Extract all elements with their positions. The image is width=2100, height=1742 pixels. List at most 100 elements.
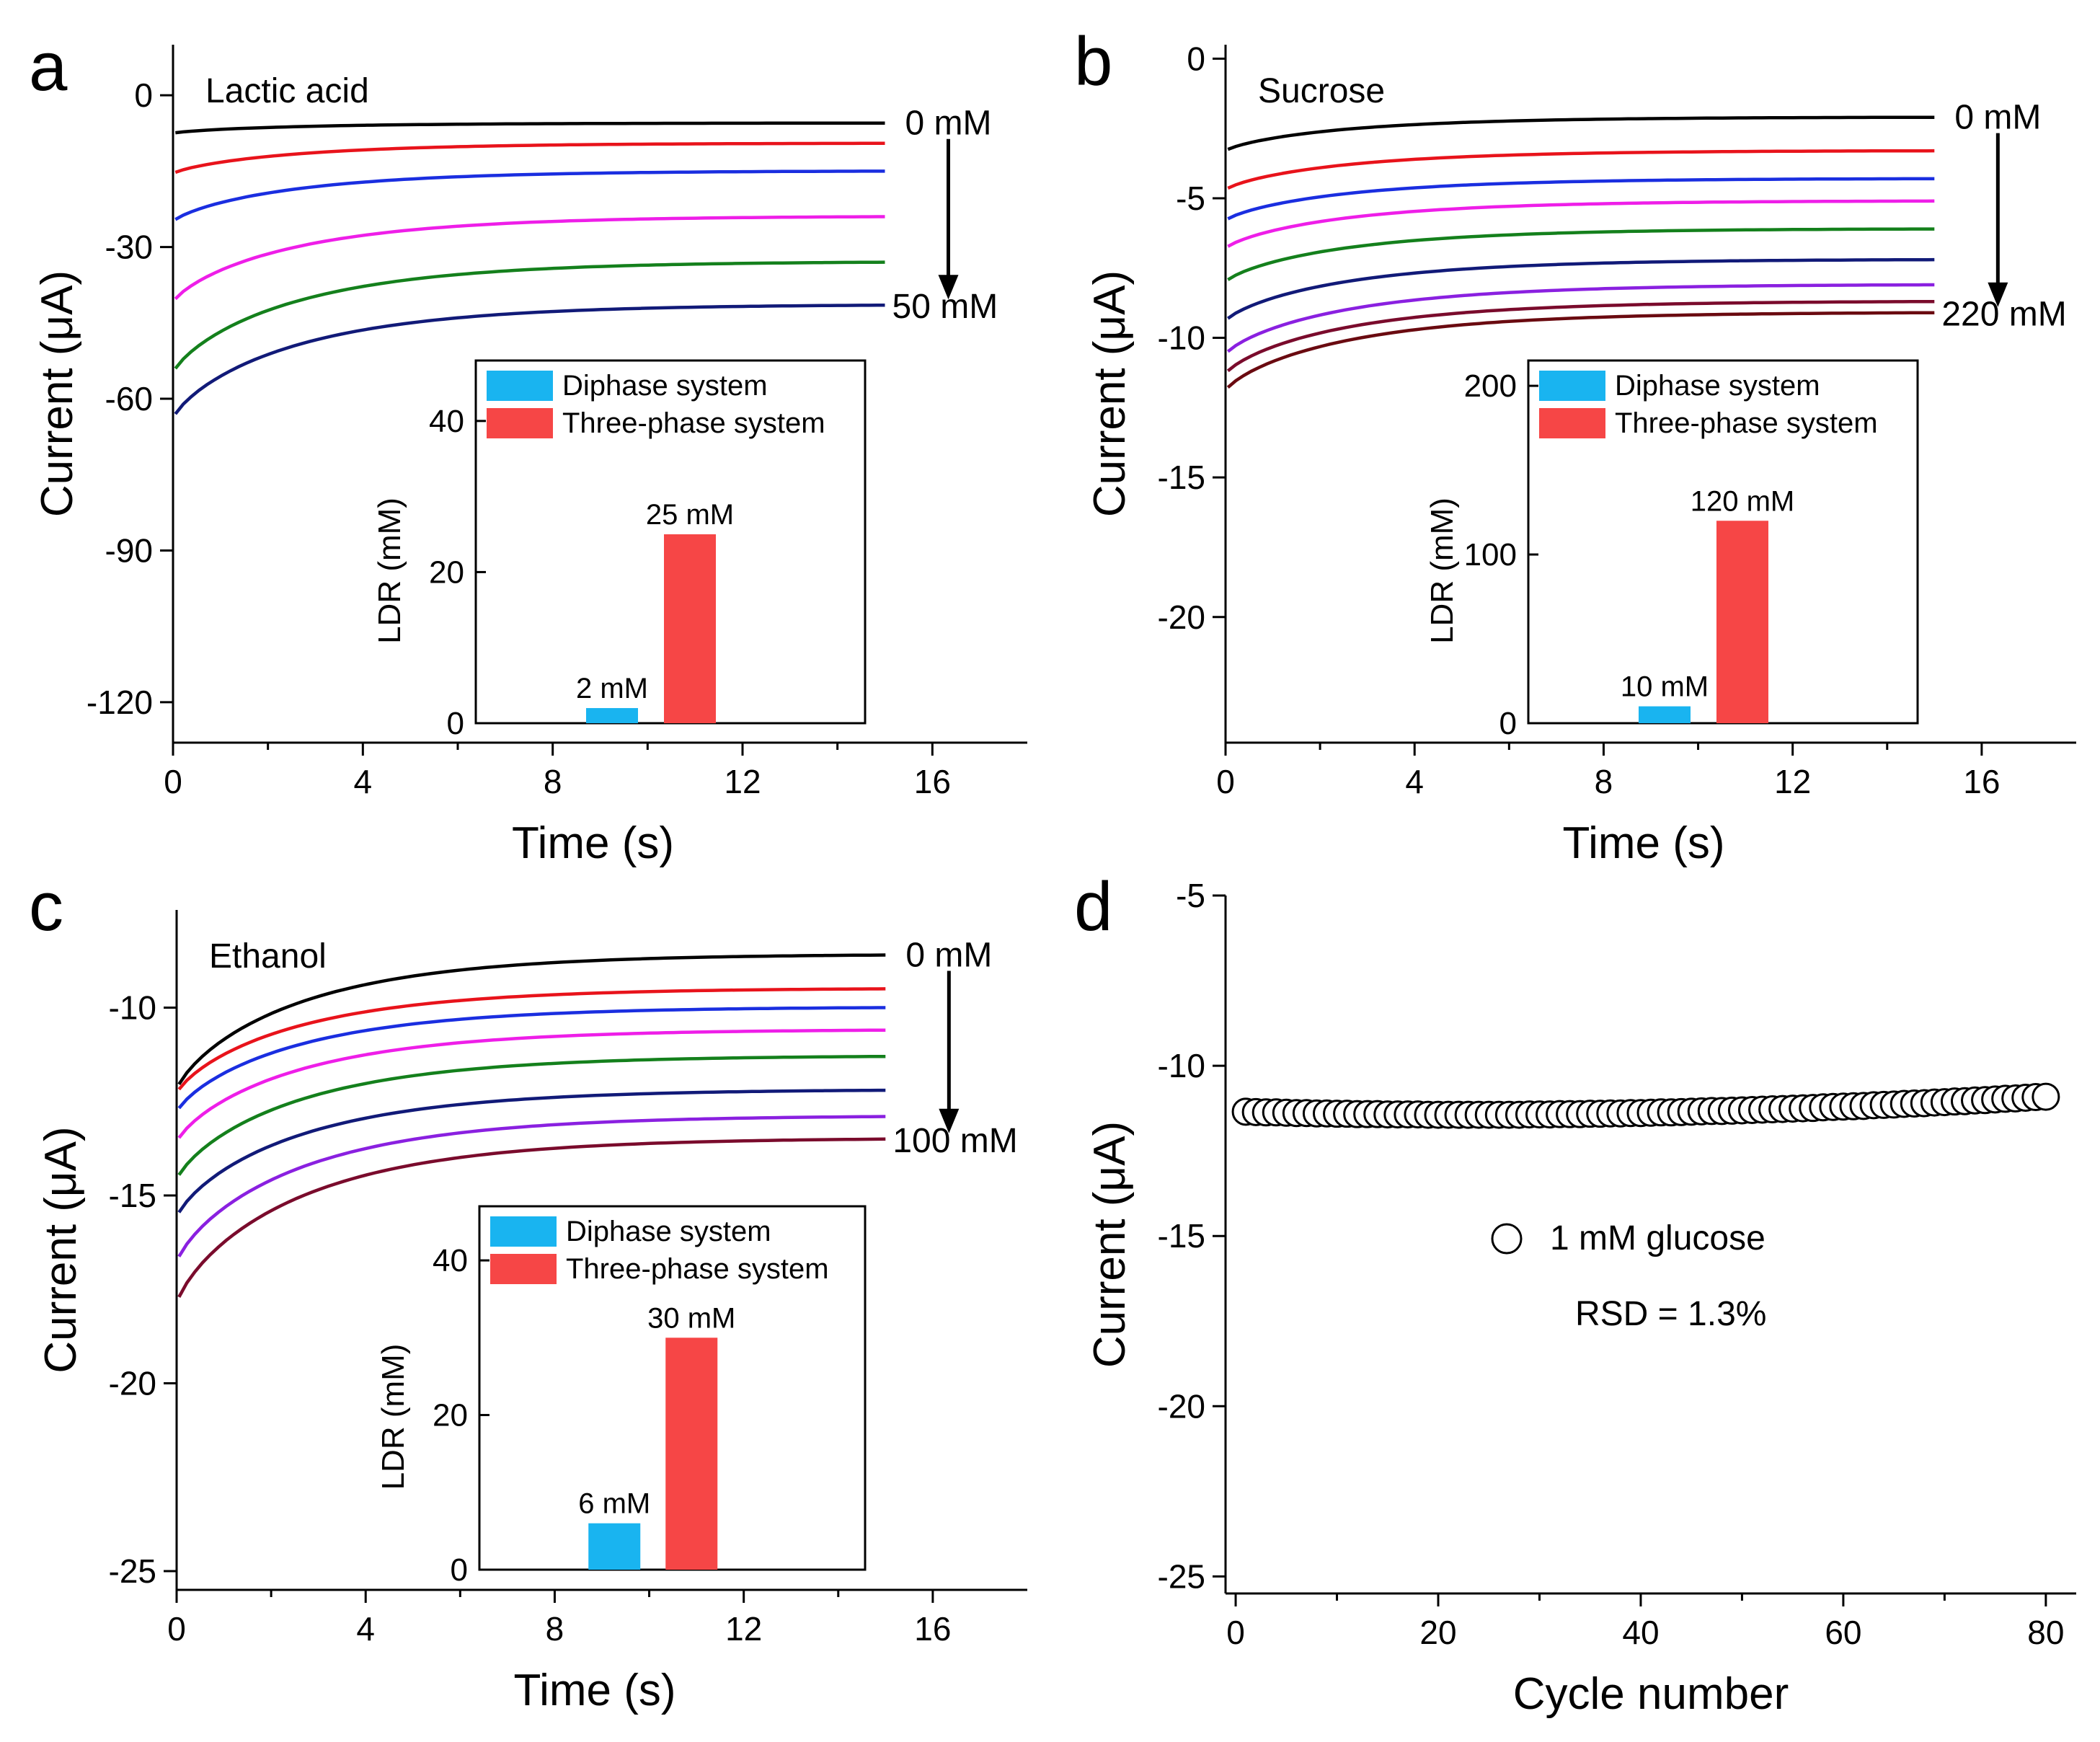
inset-y-tick-label-a: 0 — [447, 706, 464, 741]
x-tick-label-c: 8 — [546, 1610, 564, 1648]
series-line-b — [1227, 149, 1935, 190]
legend-label-d: 1 mM glucose — [1550, 1219, 1765, 1257]
x-tick-label-c: 0 — [167, 1610, 186, 1648]
y-tick-label-c: -20 — [109, 1364, 156, 1402]
panel-letter-a: a — [29, 28, 68, 105]
x-axis-title-b: Time (s) — [1563, 818, 1725, 868]
panel-a: a 0 4 8 12 16 0 -30 -60 -90 -120 Time (s) Current (… — [29, 28, 1027, 868]
x-tick-label-a: 16 — [914, 763, 951, 800]
x-tick-label-d: 80 — [2027, 1614, 2064, 1651]
arrow-start-label-b: 0 mM — [1954, 99, 2041, 137]
arrow-start-label-c: 0 mM — [905, 937, 992, 975]
inset-bar-label-a: 2 mM — [576, 673, 648, 704]
x-tick-label-c: 16 — [914, 1610, 951, 1648]
series-line-a — [174, 215, 885, 301]
x-tick-label-d: 40 — [1622, 1614, 1659, 1651]
y-axis-title-a: Current (μA) — [32, 270, 82, 517]
x-tick-label-c: 4 — [356, 1610, 375, 1648]
x-tick-label-a: 0 — [164, 763, 182, 800]
arrow-head-b — [1988, 282, 2008, 307]
y-tick-label-d: -5 — [1176, 877, 1205, 914]
panel-c: c 0 4 8 12 16 -10 -15 -20 -25 Time (s) Current (μA… — [29, 868, 1027, 1715]
inset-bar-label-a: 25 mM — [646, 499, 734, 531]
x-tick-label-b: 8 — [1595, 763, 1613, 800]
y-tick-label-c: -10 — [109, 989, 156, 1026]
inset-legend-swatch-c — [490, 1216, 557, 1247]
arrow-start-label-a: 0 mM — [905, 105, 992, 143]
series-line-b — [1227, 199, 1935, 248]
x-axis-title-a: Time (s) — [512, 818, 674, 868]
inset-bar-c — [588, 1523, 641, 1570]
inset-y-tick-label-c: 40 — [433, 1243, 468, 1278]
inset-legend-swatch-b — [1539, 371, 1605, 401]
series-line-c — [177, 1054, 886, 1176]
series-line-a — [175, 121, 885, 135]
x-tick-label-a: 12 — [724, 763, 761, 800]
inset-legend-label-c: Diphase system — [566, 1216, 771, 1247]
y-tick-label-b: -20 — [1158, 598, 1205, 636]
inset-y-tick-label-a: 40 — [429, 404, 464, 439]
arrow-end-label-c: 100 mM — [892, 1122, 1017, 1160]
y-tick-label-d: -25 — [1158, 1557, 1205, 1595]
panel-letter-c: c — [29, 868, 63, 945]
series-line-b — [1227, 115, 1935, 151]
series-line-b — [1226, 311, 1935, 389]
inset-legend-swatch-c — [490, 1254, 557, 1284]
series-line-b — [1226, 299, 1935, 373]
y-tick-label-a: 0 — [134, 76, 153, 114]
y-axis-title-b: Current (μA) — [1085, 270, 1135, 517]
chart-annotation-d: RSD = 1.3% — [1575, 1295, 1766, 1333]
inset-y-axis-title-c: LDR (mM) — [376, 1344, 411, 1490]
x-tick-label-b: 12 — [1774, 763, 1811, 800]
y-tick-label-a: -30 — [105, 229, 153, 266]
series-line-a — [174, 141, 885, 174]
x-tick-label-a: 8 — [544, 763, 562, 800]
arrow-head-c — [939, 1108, 960, 1133]
inset-y-tick-label-c: 0 — [451, 1552, 468, 1588]
y-axis-title-d: Current (μA) — [1085, 1121, 1135, 1368]
series-line-b — [1227, 227, 1935, 281]
inset-legend-label-c: Three-phase system — [566, 1253, 829, 1285]
series-line-c — [177, 1006, 886, 1110]
inset-legend-label-b: Three-phase system — [1615, 407, 1878, 439]
x-tick-label-b: 16 — [1963, 763, 2000, 800]
series-line-b — [1227, 257, 1935, 320]
inset-bar-label-b: 120 mM — [1691, 485, 1795, 517]
y-tick-label-b: -15 — [1158, 459, 1205, 496]
data-point-d — [2032, 1082, 2060, 1111]
inset-legend-label-a: Three-phase system — [562, 407, 825, 439]
chart-annotation-c: Ethanol — [209, 937, 327, 976]
series-line-c — [177, 1115, 886, 1257]
chart-annotation-a: Lactic acid — [205, 72, 369, 110]
x-axis-title-d: Cycle number — [1513, 1669, 1789, 1719]
y-tick-label-b: -5 — [1176, 180, 1205, 217]
panel-letter-b: b — [1074, 23, 1112, 100]
x-tick-label-a: 4 — [354, 763, 373, 800]
series-line-c — [177, 953, 886, 1086]
legend-marker-d — [1491, 1223, 1523, 1255]
inset-legend-label-a: Diphase system — [562, 370, 768, 402]
y-tick-label-d: -20 — [1158, 1387, 1205, 1425]
inset-legend-label-b: Diphase system — [1615, 370, 1820, 402]
arrow-head-a — [938, 275, 959, 300]
inset-bar-label-c: 30 mM — [647, 1302, 735, 1334]
y-axis-title-c: Current (μA) — [36, 1126, 86, 1373]
inset-bar-b — [1716, 521, 1768, 723]
y-tick-label-a: -90 — [105, 531, 153, 569]
inset-y-tick-label-b: 0 — [1499, 706, 1517, 741]
series-line-c — [177, 1028, 886, 1139]
y-tick-label-c: -25 — [109, 1552, 156, 1590]
panel-letter-d: d — [1074, 868, 1112, 945]
panel-d: d 0 20 40 60 80 -5 -10 -15 -20 -25 Cycle number Cur… — [1074, 868, 2076, 1719]
series-line-a — [174, 260, 885, 370]
inset-legend-swatch-b — [1539, 408, 1605, 438]
x-tick-label-d: 0 — [1226, 1614, 1245, 1651]
series-line-c — [177, 1088, 886, 1213]
y-tick-label-a: -60 — [105, 380, 153, 417]
x-tick-label-d: 60 — [1825, 1614, 1861, 1651]
y-tick-label-b: -10 — [1158, 319, 1205, 357]
x-tick-label-b: 4 — [1405, 763, 1424, 800]
series-line-a — [174, 169, 885, 221]
inset-bar-c — [665, 1338, 718, 1570]
inset-bar-label-c: 6 mM — [578, 1488, 650, 1520]
